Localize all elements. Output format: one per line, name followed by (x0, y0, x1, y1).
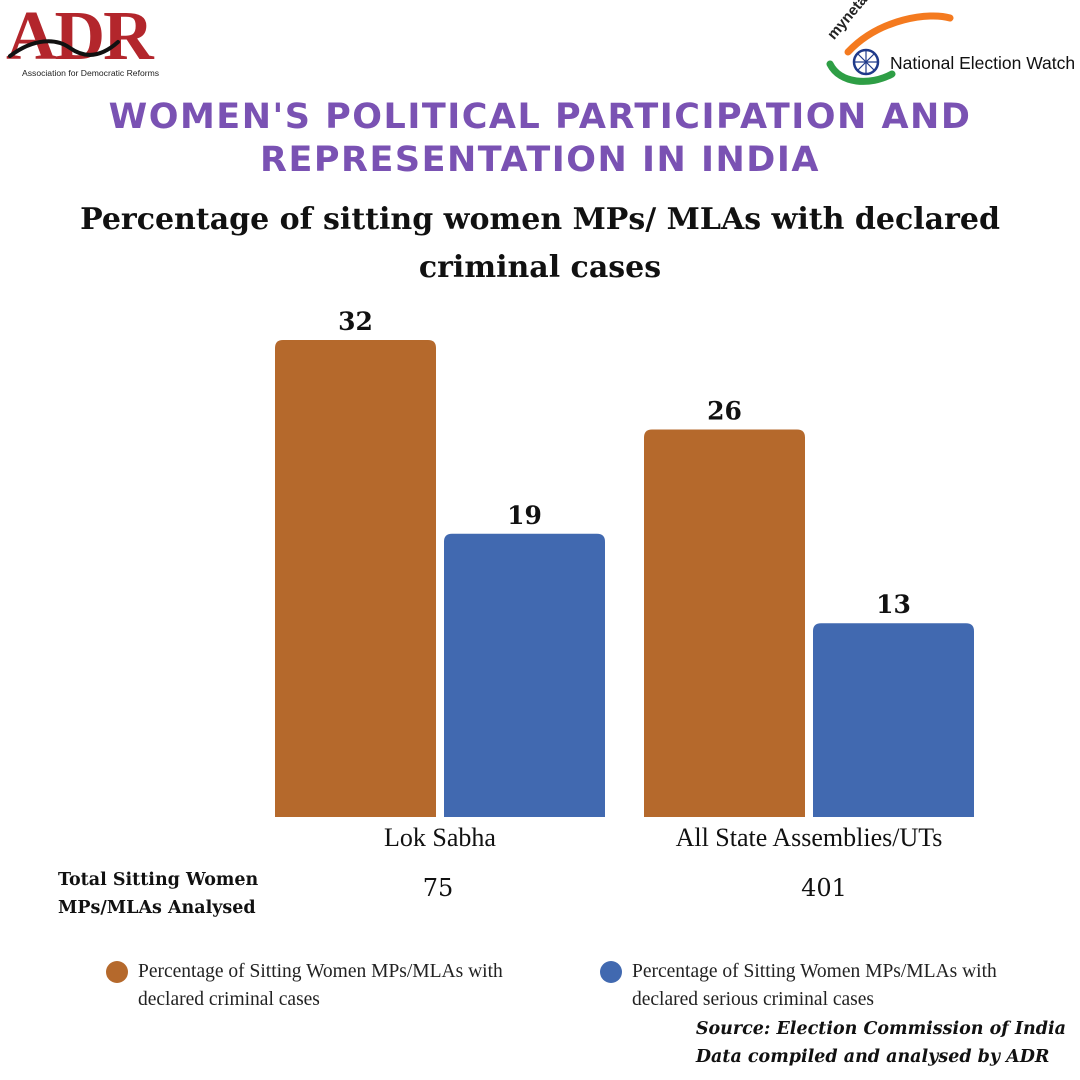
adr-logo: ADR Association for Democratic Reforms (4, 2, 168, 80)
adr-logo-letters: ADR (6, 0, 154, 75)
bar-1-0 (644, 429, 805, 817)
total-analysed-label-line-1: Total Sitting Women (58, 870, 259, 890)
bar-value-label-1-0: 26 (707, 396, 742, 425)
total-analysed-label: Total Sitting Women MPs/MLAs Analysed (58, 866, 298, 922)
legend-label-criminal: Percentage of Sitting Women MPs/MLAs wit… (138, 961, 503, 1010)
category-label-1: All State Assemblies/UTs (676, 823, 943, 852)
bar-0-0 (275, 340, 436, 817)
legend-swatch-criminal (106, 961, 128, 983)
adr-tagline: Association for Democratic Reforms (22, 68, 160, 78)
chart-title-line-1: Percentage of sitting women MPs/ MLAs wi… (80, 202, 1000, 237)
legend-swatch-serious-criminal (600, 961, 622, 983)
bar-value-label-0-1: 19 (507, 501, 542, 530)
source-note: Source: Election Commission of India Dat… (696, 1015, 1066, 1071)
national-election-watch-logo: myneta.info National Election Watch (820, 0, 1076, 86)
total-analysed-label-line-2: MPs/MLAs Analysed (58, 898, 256, 918)
ashoka-chakra-icon (826, 12, 954, 85)
chart-title: Percentage of sitting women MPs/ MLAs wi… (0, 196, 1080, 292)
bar-chart: 32 19 Lok Sabha 26 13 All State Assemblies/UT… (275, 307, 974, 852)
chart-title-line-2: criminal cases (418, 250, 662, 285)
headline-line-1: WOMEN'S POLITICAL PARTICIPATION AND (108, 97, 972, 137)
headline: WOMEN'S POLITICAL PARTICIPATION AND REPR… (0, 96, 1080, 182)
total-value-lok-sabha: 75 (422, 874, 454, 902)
source-line-1: Source: Election Commission of India (695, 1019, 1066, 1039)
category-label-0: Lok Sabha (384, 823, 496, 852)
total-value-state-assemblies: 401 (801, 874, 847, 902)
bar-1-1 (813, 623, 974, 817)
adr-swoosh-icon (8, 39, 120, 58)
national-election-watch-label: National Election Watch (890, 53, 1076, 73)
bar-value-label-0-0: 32 (338, 307, 373, 336)
bar-0-1 (444, 533, 605, 817)
bar-value-label-1-1: 13 (876, 590, 911, 619)
headline-line-2: REPRESENTATION IN INDIA (260, 140, 820, 180)
legend-label-serious-criminal: Percentage of Sitting Women MPs/MLAs wit… (632, 961, 997, 1010)
source-line-2: Data compiled and analysed by ADR (695, 1047, 1050, 1067)
